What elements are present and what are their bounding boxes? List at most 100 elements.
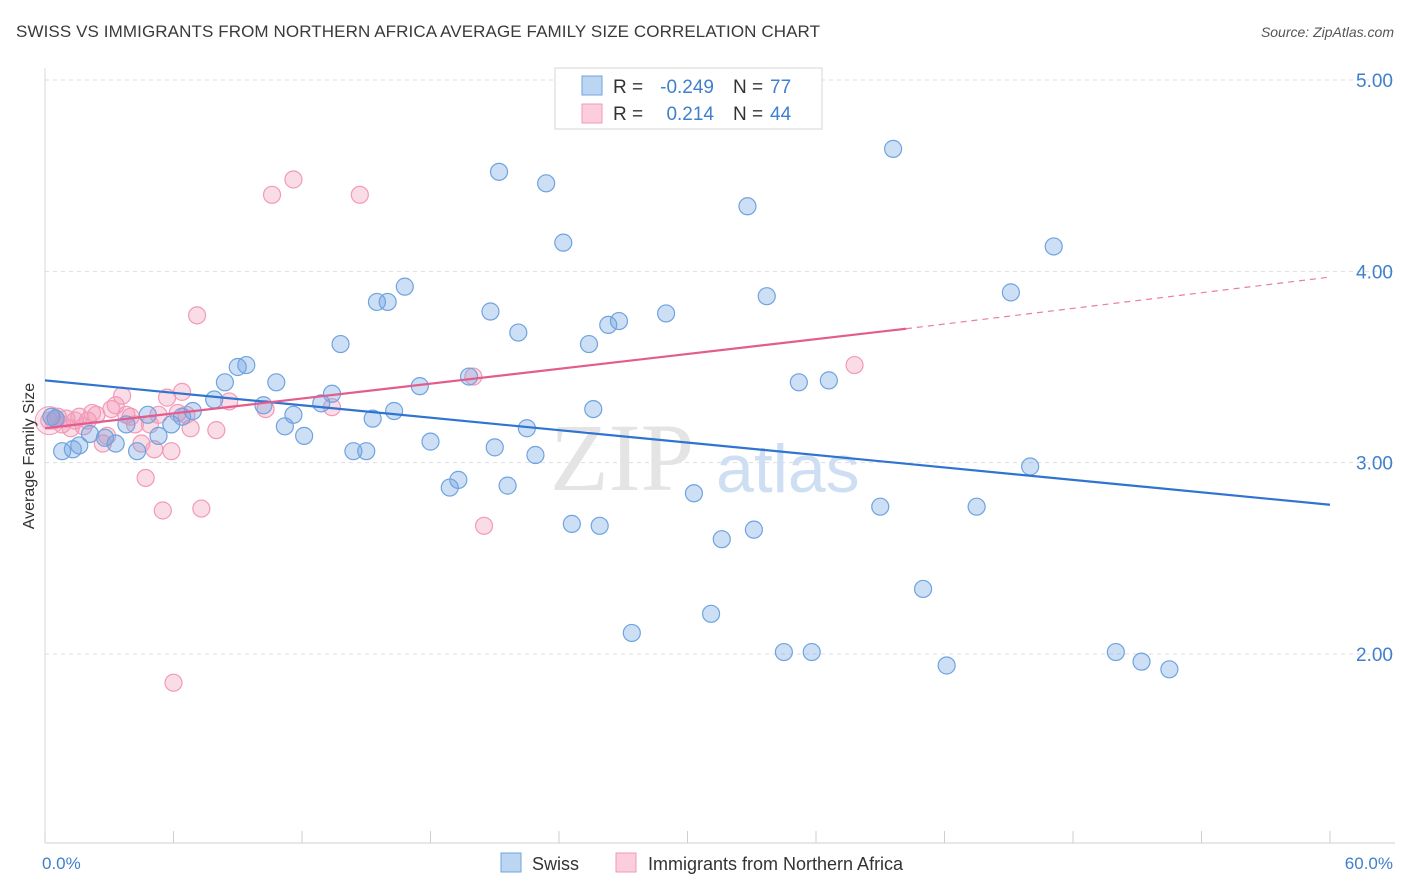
- swiss-point-39: [481, 302, 500, 321]
- swiss-point-57: [701, 604, 721, 623]
- swiss-point-22: [284, 405, 303, 424]
- swiss-point-16: [215, 373, 234, 392]
- swiss-point-47: [554, 233, 573, 252]
- immigrants-point-33: [187, 306, 207, 325]
- legend-r-label-2: R =: [613, 104, 643, 125]
- swiss-point-31: [378, 292, 397, 312]
- swiss-point-64: [802, 642, 821, 662]
- swiss-point-75: [1132, 652, 1151, 671]
- legend-swatch-immigrants: [581, 103, 603, 124]
- swiss-point-52: [599, 315, 618, 335]
- swiss-trend-line: [44, 379, 1331, 506]
- legend-r-value-1: -0.249: [660, 77, 714, 98]
- swiss-point-68: [913, 579, 933, 599]
- immigrants-point-44: [845, 355, 864, 375]
- swiss-point-74: [1106, 642, 1125, 662]
- y-axis-label: Average Family Size: [21, 383, 38, 530]
- swiss-point-32: [384, 401, 404, 421]
- legend-r-value-2: 0.214: [666, 104, 714, 125]
- trend-lines: [44, 276, 1331, 506]
- swiss-point-65: [819, 371, 838, 390]
- swiss-point-53: [609, 311, 629, 331]
- swiss-point-41: [489, 162, 509, 181]
- x-tick-label-min: 0.0%: [42, 854, 81, 873]
- swiss-point-62: [774, 642, 793, 662]
- y-tick-label-0: 2.00: [1356, 645, 1393, 666]
- swiss-point-5: [80, 424, 100, 444]
- immigrants-point-21: [136, 468, 155, 488]
- bottom-legend-swatch-immigrants: [615, 852, 637, 873]
- x-ticks: [44, 831, 1331, 843]
- immigrants-point-28: [164, 673, 183, 692]
- swiss-point-54: [622, 623, 641, 643]
- immigrants-point-25: [153, 501, 172, 520]
- swiss-point-27: [344, 442, 363, 461]
- immigrants-point-30: [172, 382, 192, 401]
- swiss-point-70: [967, 497, 986, 516]
- swiss-point-18: [237, 355, 256, 375]
- legend-n-label-1: N =: [733, 77, 763, 98]
- immigrants-point-27: [162, 442, 181, 461]
- bottom-legend-label-immigrants: Immigrants from Northern Africa: [648, 854, 904, 874]
- swiss-point-46: [537, 174, 556, 193]
- immigrants-point-42: [464, 367, 483, 386]
- immigrants-point-38: [262, 185, 282, 204]
- immigrants-trend-extension: [905, 276, 1331, 330]
- x-tick-label-max: 60.0%: [1345, 854, 1393, 873]
- swiss-point-56: [684, 484, 704, 503]
- swiss-point-40: [485, 438, 504, 457]
- immigrants-point-35: [207, 421, 226, 440]
- swiss-point-23: [295, 426, 314, 445]
- swiss-point-49: [579, 334, 599, 354]
- swiss-point-6: [95, 428, 115, 447]
- swiss-point-48: [562, 514, 581, 533]
- swiss-point-28: [357, 442, 376, 461]
- swiss-point-45: [526, 445, 545, 465]
- swiss-point-7: [106, 434, 125, 453]
- legend-n-label-2: N =: [733, 104, 763, 125]
- swiss-point-4: [70, 436, 89, 455]
- immigrants-trend-line: [44, 327, 907, 430]
- y-tick-label-3: 5.00: [1356, 71, 1393, 92]
- swiss-point-58: [712, 530, 731, 549]
- bottom-legend: Swiss Immigrants from Northern Africa: [500, 852, 904, 874]
- immigrants-point-43: [474, 516, 494, 535]
- chart-title: SWISS VS IMMIGRANTS FROM NORTHERN AFRICA…: [16, 22, 821, 41]
- series-swiss-points: [42, 139, 1179, 679]
- swiss-point-35: [421, 432, 440, 451]
- swiss-point-51: [590, 516, 609, 535]
- bottom-legend-label-swiss: Swiss: [532, 854, 579, 874]
- swiss-point-30: [367, 292, 387, 312]
- series-immigrants-points: [34, 170, 864, 692]
- swiss-point-66: [871, 497, 890, 516]
- swiss-point-19: [254, 396, 273, 415]
- swiss-point-1: [46, 409, 65, 428]
- y-tick-label-2: 4.00: [1356, 262, 1393, 283]
- swiss-point-76: [1160, 660, 1179, 679]
- swiss-point-50: [584, 399, 603, 419]
- immigrants-point-34: [192, 499, 211, 518]
- legend-n-value-1: 77: [770, 77, 791, 98]
- immigrants-point-16: [112, 386, 132, 405]
- bottom-legend-swatch-swiss: [500, 852, 522, 873]
- swiss-point-38: [459, 367, 479, 386]
- swiss-point-11: [149, 426, 168, 445]
- immigrants-point-41: [350, 185, 369, 204]
- y-tick-label-1: 3.00: [1356, 454, 1393, 475]
- swiss-point-20: [267, 373, 286, 392]
- swiss-point-67: [883, 139, 903, 158]
- swiss-point-55: [656, 304, 676, 323]
- swiss-point-33: [395, 277, 414, 296]
- swiss-point-9: [127, 442, 147, 461]
- watermark-zip: ZIP: [550, 404, 694, 511]
- swiss-point-63: [789, 373, 808, 392]
- swiss-point-42: [498, 476, 517, 495]
- watermark-atlas: atlas: [716, 431, 860, 507]
- swiss-point-15: [205, 390, 224, 409]
- swiss-point-59: [738, 197, 757, 216]
- swiss-point-29: [363, 409, 382, 428]
- legend-n-value-2: 44: [770, 104, 792, 125]
- swiss-point-72: [1021, 457, 1040, 476]
- swiss-point-61: [757, 287, 776, 306]
